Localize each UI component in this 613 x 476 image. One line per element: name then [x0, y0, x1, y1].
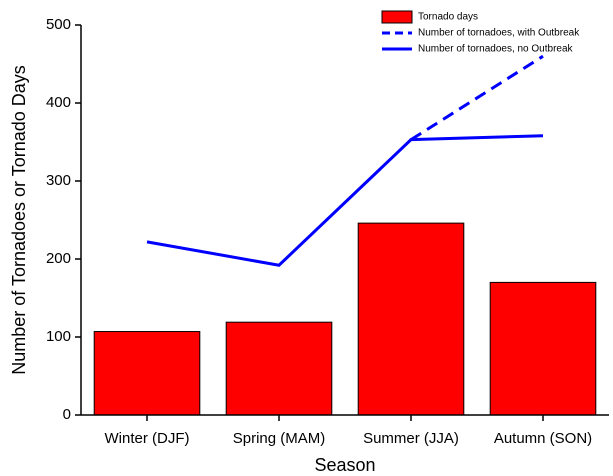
- x-tick-label: Summer (JJA): [363, 430, 459, 447]
- y-tick-label: 100: [46, 328, 71, 345]
- legend-label: Number of tornadoes, with Outbreak: [418, 28, 580, 39]
- bar: [489, 281, 597, 416]
- y-tick-label: 500: [46, 16, 71, 33]
- line: [146, 134, 544, 267]
- x-axis-title: Season: [314, 455, 375, 475]
- bar: [93, 331, 201, 416]
- legend-label: Number of tornadoes, no Outbreak: [418, 44, 574, 55]
- x-tick-label: Spring (MAM): [233, 430, 326, 447]
- legend-swatch: [381, 10, 413, 24]
- legend-label: Tornado days: [418, 12, 478, 23]
- x-tick-label: Autumn (SON): [494, 430, 592, 447]
- y-tick-label: 200: [46, 250, 71, 267]
- bar: [357, 222, 465, 416]
- y-axis-title: Number of Tornadoes or Tornado Days: [9, 65, 29, 375]
- y-tick-label: 300: [46, 172, 71, 189]
- x-tick-label: Winter (DJF): [105, 430, 190, 447]
- bar: [225, 321, 333, 416]
- line: [410, 54, 544, 141]
- y-tick-label: 0: [63, 406, 71, 423]
- y-tick-label: 400: [46, 94, 71, 111]
